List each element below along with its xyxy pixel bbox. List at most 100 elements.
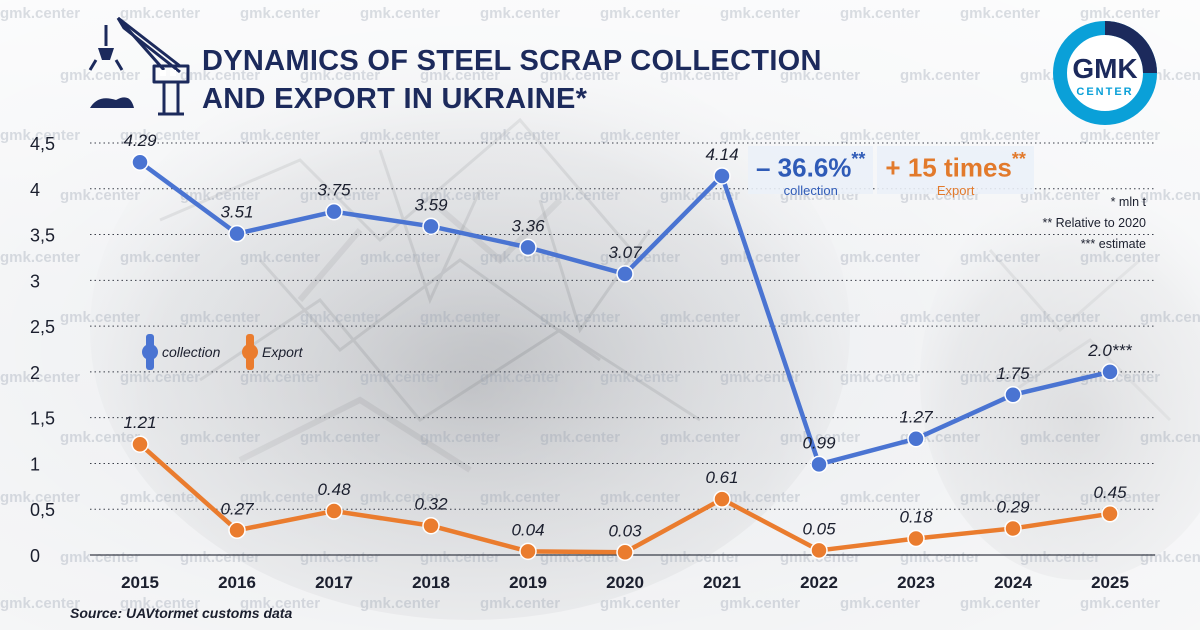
data-point-export [810, 541, 828, 560]
data-point-export [1101, 505, 1119, 523]
watermark-text: gmk.center [720, 249, 800, 266]
watermark-text: gmk.center [240, 249, 320, 266]
watermark-text: gmk.center [240, 489, 320, 506]
y-tick-label: 4,5 [30, 134, 55, 154]
watermark-text: gmk.center [840, 595, 920, 612]
data-point-collection [616, 265, 634, 283]
kpi-collection: – 36.6%** collection [748, 146, 874, 198]
data-label-collection: 2.0*** [1087, 341, 1133, 360]
watermark-text: gmk.center [780, 67, 860, 84]
data-point-collection [422, 217, 440, 236]
kpi-collection-number: – 36.6% [756, 152, 852, 183]
watermark-text: gmk.center [300, 429, 380, 446]
watermark-text: gmk.center [660, 309, 740, 326]
watermark-text: gmk.center [960, 5, 1040, 22]
legend-marker-dot [242, 344, 258, 360]
watermark-text: gmk.center [840, 369, 920, 386]
watermark-text: gmk.center [720, 5, 800, 22]
y-tick-label: 0 [30, 546, 40, 566]
data-label-collection: 1.27 [899, 408, 933, 427]
data-point-collection [1101, 363, 1119, 381]
watermark-text: gmk.center [1020, 187, 1100, 204]
watermark-text: gmk.center [300, 549, 380, 566]
data-point-export [519, 542, 537, 561]
watermark-text: gmk.center [120, 249, 200, 266]
y-tick-label: 3 [30, 271, 40, 291]
title-line-2: AND EXPORT IN UKRAINE* [202, 83, 588, 115]
data-label-export: 0.05 [802, 519, 836, 538]
kpi-collection-value: – 36.6%** [756, 146, 865, 183]
kpi-collection-label: collection [783, 182, 838, 198]
watermark-text: gmk.center [660, 429, 740, 446]
data-label-export: 0.03 [608, 521, 642, 540]
watermark-text: gmk.center [240, 127, 320, 144]
data-point-collection [810, 455, 828, 474]
watermark-text: gmk.center [480, 249, 560, 266]
data-point-export [616, 543, 634, 562]
data-label-export: 0.04 [511, 520, 544, 539]
watermark-text: gmk.center [420, 187, 500, 204]
kpi-collection-mark: ** [851, 149, 866, 169]
watermark-text: gmk.center [420, 429, 500, 446]
watermark-text: gmk.center [840, 5, 920, 22]
watermark-text: gmk.center [180, 187, 260, 204]
watermark-text: gmk.center [360, 5, 440, 22]
watermark-text: gmk.center [120, 369, 200, 386]
series-line-collection [137, 159, 1113, 467]
watermark-text: gmk.center [360, 369, 440, 386]
watermark-text: gmk.center [420, 309, 500, 326]
watermark-text: gmk.center [60, 309, 140, 326]
watermark-text: gmk.center [360, 127, 440, 144]
data-label-collection: 0.99 [802, 433, 836, 452]
x-tick-label: 2022 [800, 573, 838, 592]
watermark-text: gmk.center [540, 309, 620, 326]
watermark-text: gmk.center [360, 249, 440, 266]
watermark-text: gmk.center [360, 595, 440, 612]
watermark-text: gmk.center [780, 429, 860, 446]
legend-label: Export [262, 344, 304, 360]
gmk-center-logo: GMK CENTER [1053, 21, 1157, 125]
data-label-export: 0.29 [996, 497, 1030, 516]
legend-marker-dot [142, 344, 158, 360]
data-point-collection [228, 224, 246, 243]
watermark-text: gmk.center [0, 369, 80, 386]
data-label-export: 0.27 [220, 499, 254, 518]
watermark-text: gmk.center [300, 187, 380, 204]
watermark-text: gmk.center [1020, 429, 1100, 446]
data-label-export: 0.32 [414, 495, 448, 514]
chart-title: DYNAMICS OF STEEL SCRAP COLLECTION AND E… [202, 42, 822, 118]
watermark-text: gmk.center [900, 549, 980, 566]
watermark-text: gmk.center [960, 249, 1040, 266]
x-tick-label: 2023 [897, 573, 935, 592]
crane-icon [88, 16, 190, 116]
watermark-text: gmk.center [240, 5, 320, 22]
watermark-text: gmk.center [600, 127, 680, 144]
kpi-export-number: + 15 times [885, 152, 1012, 183]
data-point-collection [519, 238, 537, 257]
kpi-panel: – 36.6%** collection + 15 times** Export [748, 146, 1034, 198]
watermark-text: gmk.center [540, 429, 620, 446]
watermark-text: gmk.center [1020, 549, 1100, 566]
data-point-export [713, 490, 731, 508]
watermark-text: gmk.center [840, 249, 920, 266]
watermark-text: gmk.center [480, 595, 560, 612]
data-point-collection [1004, 386, 1022, 404]
watermark-text: gmk.center [0, 595, 80, 612]
y-tick-label: 0,5 [30, 500, 55, 520]
footnotes: * mln t ** Relative to 2020 *** estimate [1042, 192, 1146, 255]
watermark-text: gmk.center [360, 489, 440, 506]
y-tick-label: 2 [30, 363, 40, 383]
note-unit: * mln t [1110, 195, 1146, 209]
watermark-text: gmk.center [720, 595, 800, 612]
watermark-text: gmk.center [720, 127, 800, 144]
watermark-text: gmk.center [600, 489, 680, 506]
watermark-text: gmk.center [300, 309, 380, 326]
source-note: Source: UAVtormet customs data [70, 605, 293, 621]
y-tick-label: 2,5 [30, 317, 55, 337]
data-label-export: 0.18 [899, 508, 933, 527]
data-point-collection [325, 202, 343, 221]
kpi-export: + 15 times** Export [877, 146, 1034, 198]
kpi-export-label: Export [936, 182, 975, 198]
